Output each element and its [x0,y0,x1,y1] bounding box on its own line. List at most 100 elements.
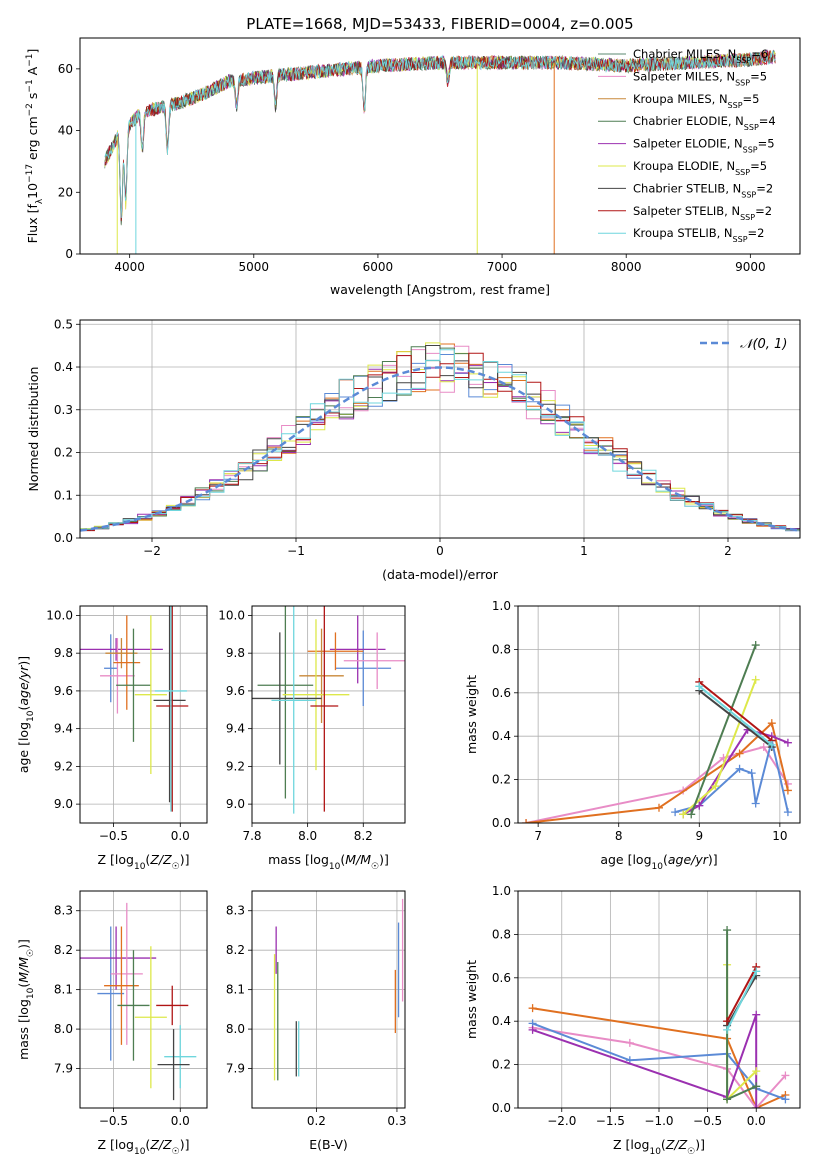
y-tick-label: 9.4 [54,722,73,736]
weight-marker [735,764,744,773]
weight-marker [783,808,792,817]
spectrum-line-salpeter-stelib [104,50,776,222]
weight-marker [735,749,744,758]
x-tick-label: −0.5 [99,829,128,843]
x-tick-label: 8 [615,829,623,843]
y-tick-label: 8.0 [54,1022,73,1036]
x-tick-label: 0.0 [747,1114,766,1128]
mass_vs_EBV-panel: 0.2 0.3 7.9 8.0 8.1 8.2 8.3 E(B-V) [226,890,406,1152]
y-tick-label: 9.4 [226,722,245,736]
y-tick-label: 0.1 [54,488,73,502]
y-tick-label: 9.0 [226,797,245,811]
residuals-panel: −2 −1 0 1 2 0.0 0.1 0.2 0.3 0.4 0.5 (data-model)/er… [26,317,801,582]
x-tick-label: 7 [534,829,542,843]
legend-entry: Salpeter ELODIE, NSSP=5 [633,137,775,155]
y-tick-label: 8.3 [54,904,73,918]
x-tick-label: −0.5 [693,1114,722,1128]
weight-line [726,966,758,1022]
y-tick-label: 60 [58,62,73,76]
weight-marker [528,1025,537,1034]
axes-frame [79,37,801,255]
legend-entry: Chabrier ELODIE, NSSP=4 [633,114,776,132]
weight_vs_age-series [522,641,792,823]
weight-line [698,681,773,742]
y-tick-label: 9.8 [54,646,73,660]
residuals-histograms [80,342,800,533]
weight-marker [783,786,792,795]
spectrum-line-kroupa-stelib [104,50,776,219]
legend-entry: Chabrier MILES, NSSP=6 [633,47,768,65]
x-tick-label: −0.5 [99,1114,128,1128]
x-axis-label: wavelength [Angstrom, rest frame] [330,282,550,297]
legend-entry: Salpeter STELIB, NSSP=2 [633,204,772,222]
age_vs_mass-panel: 7.8 8.0 8.2 9.0 9.2 9.4 9.6 9.8 10.0 mass [log10(… [218,605,406,872]
x-tick-label: 10 [772,829,787,843]
weight_vs_Z-panel: −2.0 −1.5 −1.0 −0.5 0.0 0.0 0.2 0.4 0.6 0.8 1.0 Z [… [464,884,801,1157]
age_vs_mass-points [252,606,405,814]
legend-entry: Salpeter MILES, NSSP=5 [633,69,767,87]
weight-marker [687,810,696,819]
weight-line [698,685,773,746]
weight-marker [695,682,704,691]
figure-title: PLATE=1668, MJD=53433, FIBERID=0004, z=0… [246,15,633,33]
legend-entry: Kroupa MILES, NSSP=5 [633,92,759,110]
mass_vs_Z-panel: −0.5 0.0 7.9 8.0 8.1 8.2 8.3 Z [log10(Z/Z☉)] mas… [16,890,208,1157]
y-tick-label: 7.9 [54,1062,73,1076]
y-axis-label: Flux [fλ10−17 erg cm−2 s−1 A−1] [25,49,45,244]
y-tick-label: 9.6 [226,684,245,698]
y-tick-label: 9.6 [54,684,73,698]
x-tick-label: 0 [436,544,444,558]
y-tick-label: 0.3 [54,403,73,417]
x-tick-label: 1 [580,544,588,558]
spectrum-legend: Chabrier MILES, NSSP=6 Salpeter MILES, NS… [598,47,776,244]
y-tick-label: 8.1 [54,983,73,997]
weight-marker [751,641,760,650]
weight-marker [655,803,663,812]
axes-frame [251,890,406,1109]
y-tick-label: 8.0 [226,1022,245,1036]
x-tick-label: 2 [724,544,732,558]
y-axis-label: age [log10(age/yr)] [16,656,36,773]
age_vs_Z-points [80,606,189,812]
x-tick-label: −2 [143,544,161,558]
axes-frame [79,605,208,824]
axes-frame [251,605,406,824]
x-axis-label: E(B-V) [309,1137,348,1152]
x-tick-label: 8000 [611,260,642,274]
weight-line [682,679,757,816]
axes-frame [517,890,801,1109]
weight-marker [528,1004,537,1013]
weight-line [690,644,757,815]
legend-entry: Chabrier STELIB, NSSP=2 [633,181,773,199]
x-axis-label: age [log10(age/yr)] [600,852,717,872]
y-tick-label: 10.0 [46,608,73,622]
x-tick-label: 0.2 [307,1114,326,1128]
weight-marker [752,967,761,976]
y-tick-label: 10.0 [218,608,245,622]
x-tick-label: 8.2 [354,829,373,843]
y-axis-label: mass [log10(M/M☉)] [16,939,36,1060]
x-tick-label: 7000 [487,260,518,274]
y-tick-label: 7.9 [226,1062,245,1076]
weight-line [698,689,773,748]
legend-entry: Kroupa STELIB, NSSP=2 [633,226,764,244]
y-tick-label: 0.4 [54,360,73,374]
y-tick-label: 40 [58,124,73,138]
spectrum-series-group [104,49,776,254]
y-tick-label: 9.0 [54,797,73,811]
weight_vs_age-panel: 7 8 9 10 0.0 0.2 0.4 0.6 0.8 1.0 age [log10(age/yr… [464,599,801,872]
spectrum-panel: 4000 5000 6000 7000 8000 9000 0 20 40 60 wavelengt… [25,37,801,297]
weight-marker [783,738,792,747]
y-axis-label: mass weight [464,675,479,754]
axes-frame [79,890,208,1109]
y-axis-label: mass weight [464,960,479,1039]
y-tick-label: 0.0 [492,1101,511,1115]
weight-marker [723,1017,732,1026]
weight-marker [752,1082,761,1091]
x-tick-label: −1 [287,544,305,558]
weight-marker [752,1104,761,1108]
x-tick-label: 0.3 [387,1114,406,1128]
weight-marker [723,1025,732,1034]
x-tick-label: 7.8 [242,829,261,843]
